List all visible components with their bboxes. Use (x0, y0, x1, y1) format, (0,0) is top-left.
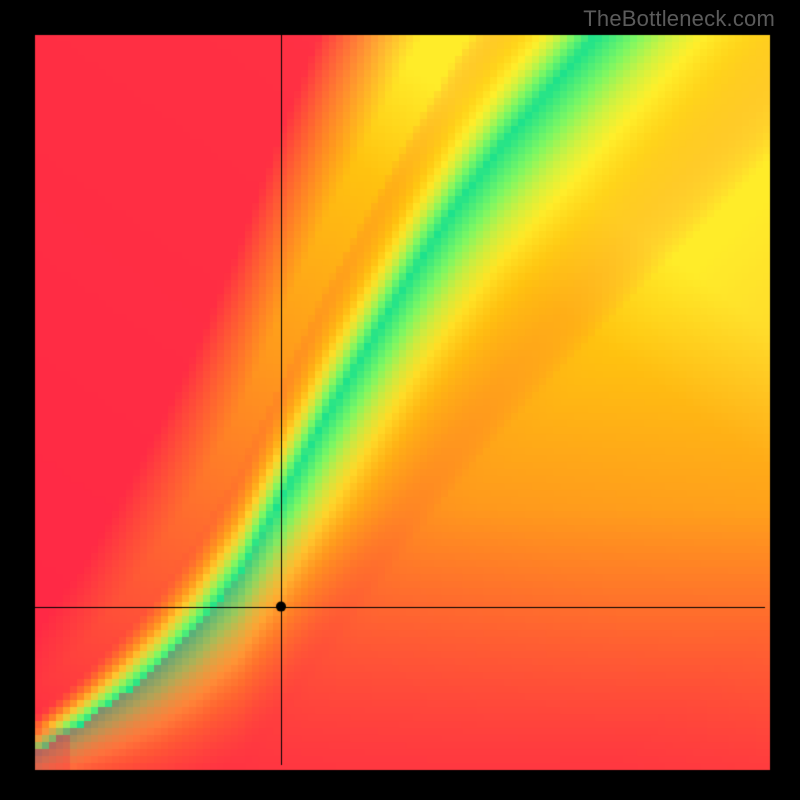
chart-container: TheBottleneck.com (0, 0, 800, 800)
attribution-text: TheBottleneck.com (583, 6, 775, 32)
heatmap-canvas (0, 0, 800, 800)
